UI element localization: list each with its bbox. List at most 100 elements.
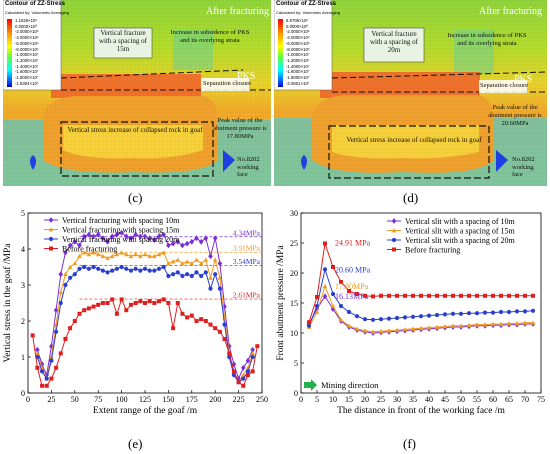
legend-value: -1.4000×10⁷ bbox=[15, 63, 39, 69]
data-point-marker bbox=[147, 253, 152, 259]
data-point-marker bbox=[203, 319, 208, 323]
data-point-marker bbox=[96, 266, 101, 271]
data-point-marker bbox=[35, 346, 40, 353]
data-point-marker bbox=[49, 246, 53, 251]
data-point-marker bbox=[208, 286, 213, 291]
legend-entry: Vertical slit with a spacing of 15m bbox=[405, 227, 516, 236]
data-point-marker bbox=[217, 260, 223, 267]
after-fracturing-label: After fracturing bbox=[206, 6, 270, 17]
panel-caption-c: (c) bbox=[128, 190, 143, 205]
x-tick-label: 55 bbox=[473, 395, 481, 404]
data-point-marker bbox=[307, 320, 311, 325]
fracture-spacing-note: Vertical fracture with a spacing of 15m bbox=[98, 29, 147, 53]
y-tick-label: 5 bbox=[294, 359, 298, 368]
data-point-marker bbox=[330, 303, 336, 308]
data-point-marker bbox=[171, 326, 176, 331]
legend-value: -8.0000×10⁶ bbox=[286, 46, 310, 52]
data-point-marker bbox=[231, 361, 237, 368]
legend-box bbox=[274, 0, 333, 91]
data-point-marker bbox=[227, 351, 232, 356]
y-tick-label: 15 bbox=[290, 299, 298, 308]
data-point-marker bbox=[198, 261, 204, 266]
data-point-marker bbox=[217, 329, 222, 334]
data-point-marker bbox=[82, 264, 87, 270]
x-tick-label: 25 bbox=[377, 395, 385, 404]
data-point-marker bbox=[100, 268, 105, 273]
x-axis-label: Extent range of the goaf /m bbox=[93, 405, 198, 416]
data-point-marker bbox=[323, 241, 327, 246]
data-point-marker bbox=[411, 293, 415, 298]
legend-value: -4.0000×10⁶ bbox=[15, 35, 39, 41]
data-point-marker bbox=[426, 325, 432, 330]
data-point-marker bbox=[362, 317, 368, 322]
contour-legend-values: 1.1526×10⁶ 0.0000×10⁰ -2.0000×10⁶ -4.0000×1… bbox=[15, 18, 39, 86]
data-point-marker bbox=[208, 322, 213, 327]
pks-label: PKS bbox=[237, 71, 256, 82]
data-point-marker bbox=[184, 259, 190, 264]
y-tick-label: 10 bbox=[290, 329, 298, 338]
front-abutment-pressure-chart: 0 5 10 15 20 25 30 35 40 45 50 55 60 65 70 75 0 5 10 15 20 25… bbox=[276, 209, 545, 416]
x-tick-label: 75 bbox=[94, 395, 102, 404]
data-point-marker bbox=[100, 301, 105, 305]
data-point-marker bbox=[391, 237, 397, 243]
data-point-marker bbox=[322, 293, 328, 300]
data-point-marker bbox=[506, 321, 512, 326]
data-point-marker bbox=[133, 252, 138, 257]
data-point-marker bbox=[391, 218, 397, 224]
data-point-marker bbox=[81, 250, 87, 255]
data-point-marker bbox=[44, 376, 49, 381]
data-point-marker bbox=[394, 315, 400, 321]
legend-entry: Vertical fracturing with spacing 10m bbox=[62, 216, 180, 225]
goaf-vertical-stress-chart: 0 25 50 75 100 125 150 175 200 225 250 0 1 2 3 4 5 Extent… bbox=[2, 209, 268, 416]
data-point-marker bbox=[53, 329, 59, 334]
data-point-marker bbox=[124, 308, 129, 313]
data-point-marker bbox=[157, 299, 162, 304]
data-point-marker bbox=[63, 282, 68, 288]
data-point-marker bbox=[77, 253, 82, 259]
data-point-marker bbox=[314, 309, 320, 314]
data-point-marker bbox=[110, 297, 115, 302]
legend-entry: Vertical fracturing with spacing 15m bbox=[62, 226, 180, 235]
peak-value-label: 24.91 MPa bbox=[335, 239, 371, 248]
legend-value: -1.8000×10⁷ bbox=[15, 75, 39, 81]
legend-value: -1.6000×10⁷ bbox=[15, 69, 39, 75]
data-point-marker bbox=[466, 322, 472, 328]
legend-value: 0.0000×10⁰ bbox=[15, 23, 38, 29]
data-point-marker bbox=[138, 299, 143, 304]
legend-value: -6.0000×10⁶ bbox=[15, 40, 39, 46]
data-point-marker bbox=[203, 235, 209, 242]
legend-value: -1.0000×10⁷ bbox=[286, 52, 310, 58]
data-point-marker bbox=[498, 321, 504, 326]
data-point-marker bbox=[483, 293, 487, 298]
data-point-marker bbox=[217, 275, 223, 280]
goaf-stress-note: Vertical stress increase of collapsed ro… bbox=[67, 126, 203, 134]
data-point-marker bbox=[378, 317, 384, 322]
data-point-marker bbox=[208, 275, 213, 280]
data-point-marker bbox=[161, 264, 166, 270]
data-point-marker bbox=[458, 323, 464, 328]
legend-value: -2.0000×10⁶ bbox=[15, 29, 39, 35]
data-point-marker bbox=[152, 301, 157, 305]
data-point-marker bbox=[161, 250, 167, 255]
data-point-marker bbox=[142, 233, 148, 240]
data-point-marker bbox=[124, 266, 129, 271]
data-point-marker bbox=[474, 322, 480, 327]
data-point-marker bbox=[96, 302, 101, 307]
y-tick-label: 1 bbox=[21, 353, 25, 362]
y-tick-label: 25 bbox=[290, 239, 298, 248]
data-point-marker bbox=[138, 268, 143, 273]
data-point-marker bbox=[347, 289, 351, 293]
data-point-marker bbox=[450, 323, 456, 328]
data-point-marker bbox=[426, 313, 432, 318]
x-tick-label: 0 bbox=[299, 395, 303, 404]
data-point-marker bbox=[142, 252, 148, 257]
data-point-marker bbox=[419, 293, 423, 298]
data-point-marker bbox=[166, 261, 171, 266]
data-point-marker bbox=[395, 293, 399, 298]
data-point-marker bbox=[466, 311, 472, 316]
legend-entry: Vertical fracturing with spacing 20m bbox=[62, 235, 180, 244]
data-point-marker bbox=[68, 275, 73, 280]
data-point-marker bbox=[166, 273, 171, 279]
legend-value: -1.4000×10⁷ bbox=[286, 63, 310, 69]
data-point-marker bbox=[77, 266, 82, 271]
